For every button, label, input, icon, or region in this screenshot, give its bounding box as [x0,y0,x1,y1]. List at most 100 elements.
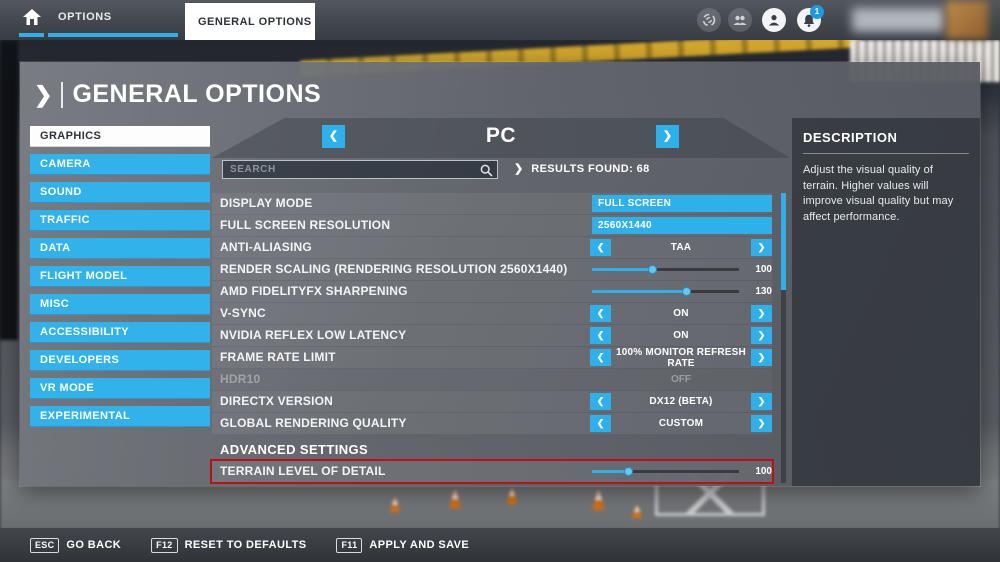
settings-row-terrain-level-of-detail[interactable]: TERRAIN LEVEL OF DETAIL 100 [212,461,772,482]
sidebar-item-data[interactable]: DATA [30,238,210,259]
traffic-cone [448,488,462,508]
avatar [946,1,988,39]
setting-control: OFF [590,369,772,390]
settings-row-directx-version[interactable]: DIRECTX VERSION ❮ DX12 (BETA) ❯ [212,391,772,412]
slider-thumb[interactable] [681,287,691,296]
sidebar-item-traffic[interactable]: TRAFFIC [30,210,210,231]
settings-row-full-screen-resolution[interactable]: FULL SCREEN RESOLUTION 2560X1440 [212,215,772,236]
traffic-cone [389,496,401,512]
traffic-cone [506,486,518,504]
scrollbar[interactable] [781,193,786,483]
platform-next-button[interactable]: ❯ [656,125,679,148]
slider-value: 100 [755,466,772,477]
setting-label: V-SYNC [220,306,266,320]
stepper-next-button[interactable]: ❯ [751,327,772,344]
sidebar-item-camera[interactable]: CAMERA [30,154,210,175]
setting-label: HDR10 [220,372,261,386]
setting-control: 130 [590,281,772,302]
sidebar: GRAPHICS CAMERA SOUND TRAFFIC DATA FLIGHT MOD… [30,126,210,434]
settings-row-render-scaling-rendering-resolution-2560x1440[interactable]: RENDER SCALING (RENDERING RESOLUTION 256… [212,259,772,280]
keycap-esc: ESC [30,537,60,553]
setting-label: ANTI-ALIASING [220,240,312,254]
chevron-right-icon: ❯ [514,163,524,175]
sidebar-item-accessibility[interactable]: ACCESSIBILITY [30,322,210,343]
notification-badge: 1 [810,5,824,19]
page-title: GENERAL OPTIONS [72,80,322,108]
home-tab[interactable] [18,5,46,31]
stepper-next-button[interactable]: ❯ [751,415,772,432]
platform-prev-button[interactable]: ❮ [322,125,345,148]
footer-hint-reset-to-defaults[interactable]: F12 RESET TO DEFAULTS [151,537,306,553]
stepper-next-button[interactable]: ❯ [751,393,772,410]
settings-row-frame-rate-limit[interactable]: FRAME RATE LIMIT ❮ 100% MONITOR REFRESH RA… [212,346,772,369]
stepper-next-button[interactable]: ❯ [751,349,772,366]
description-body: Adjust the visual quality of terrain. Hi… [803,164,954,223]
tab-options-label: OPTIONS [58,10,112,23]
profile-button[interactable] [762,8,786,32]
stepper-prev-button[interactable]: ❮ [590,349,611,366]
footer-hint-apply-and-save[interactable]: F11 APPLY AND SAVE [336,537,469,553]
stepper-prev-button[interactable]: ❮ [590,239,611,256]
tab-general-options-label: GENERAL OPTIONS [198,15,312,28]
profile-icon [768,15,780,26]
sidebar-item-experimental[interactable]: EXPERIMENTAL [30,406,210,427]
panel-header: ❯ GENERAL OPTIONS [34,80,321,109]
friends-button[interactable] [728,8,752,32]
description-divider [803,153,969,154]
general-options-panel: ❯ GENERAL OPTIONS GRAPHICS CAMERA SOUND TRA… [20,62,980,486]
setting-label: DISPLAY MODE [220,196,313,210]
settings-row-display-mode[interactable]: DISPLAY MODE FULL SCREEN [212,193,772,214]
setting-label: NVIDIA REFLEX LOW LATENCY [220,328,407,342]
stepper-next-button[interactable]: ❯ [751,305,772,322]
slider-thumb[interactable] [647,265,657,274]
settings-row-anti-aliasing[interactable]: ANTI-ALIASING ❮ TAA ❯ [212,237,772,258]
description-panel: DESCRIPTION Adjust the visual quality of… [792,118,980,486]
footer-hint-go-back[interactable]: ESC GO BACK [30,537,121,553]
settings-row-amd-fidelityfx-sharpening[interactable]: AMD FIDELITYFX SHARPENING 130 [212,281,772,302]
hangar-floor [0,470,1000,530]
weather-button[interactable] [697,8,721,32]
stepper-next-button[interactable]: ❯ [751,239,772,256]
slider[interactable] [592,467,739,476]
setting-control: ❮ DX12 (BETA) ❯ [590,391,772,412]
settings-row-v-sync[interactable]: V-SYNC ❮ ON ❯ [212,303,772,324]
dropdown-value[interactable]: 2560X1440 [592,217,772,234]
slider[interactable] [592,265,739,274]
setting-label: FULL SCREEN RESOLUTION [220,218,391,232]
setting-label: GLOBAL RENDERING QUALITY [220,416,407,430]
description-title: DESCRIPTION [803,130,898,145]
setting-label: DIRECTX VERSION [220,394,334,408]
settings-row-hdr10[interactable]: HDR10 OFF [212,369,772,390]
slider[interactable] [592,287,739,296]
sidebar-item-flight-model[interactable]: FLIGHT MODEL [30,266,210,287]
sidebar-item-graphics[interactable]: GRAPHICS [30,126,210,147]
search-input[interactable] [223,161,497,178]
sidebar-item-sound[interactable]: SOUND [30,182,210,203]
options-tab-underline [48,33,178,37]
dropdown-value[interactable]: FULL SCREEN [592,195,772,212]
sidebar-item-misc[interactable]: MISC [30,294,210,315]
stepper-prev-button[interactable]: ❮ [590,305,611,322]
weather-icon [702,13,716,27]
sidebar-item-developers[interactable]: DEVELOPERS [30,350,210,371]
stepper-prev-button[interactable]: ❮ [590,415,611,432]
stepper-value: 100% MONITOR REFRESH RATE [616,346,746,369]
platform-selector-bg [212,118,790,158]
scrollbar-thumb[interactable] [781,193,786,290]
setting-control: ❮ TAA ❯ [590,237,772,258]
stepper-prev-button[interactable]: ❮ [590,393,611,410]
results-found: ❯ RESULTS FOUND: 68 [514,162,650,176]
setting-control: FULL SCREEN [590,193,772,214]
slider-thumb[interactable] [624,467,634,476]
tab-options[interactable]: OPTIONS [48,0,112,33]
stepper-prev-button[interactable]: ❮ [590,327,611,344]
tab-general-options[interactable]: GENERAL OPTIONS [185,3,315,40]
settings-row-nvidia-reflex-low-latency[interactable]: NVIDIA REFLEX LOW LATENCY ❮ ON ❯ [212,325,772,346]
setting-control: ❮ 100% MONITOR REFRESH RATE ❯ [590,346,772,369]
results-found-label: RESULTS FOUND: 68 [531,162,650,175]
setting-label: RENDER SCALING (RENDERING RESOLUTION 256… [220,262,568,276]
settings-row-global-rendering-quality[interactable]: GLOBAL RENDERING QUALITY ❮ CUSTOM ❯ [212,413,772,434]
traffic-cone [631,504,643,518]
sidebar-item-vr-mode[interactable]: VR MODE [30,378,210,399]
